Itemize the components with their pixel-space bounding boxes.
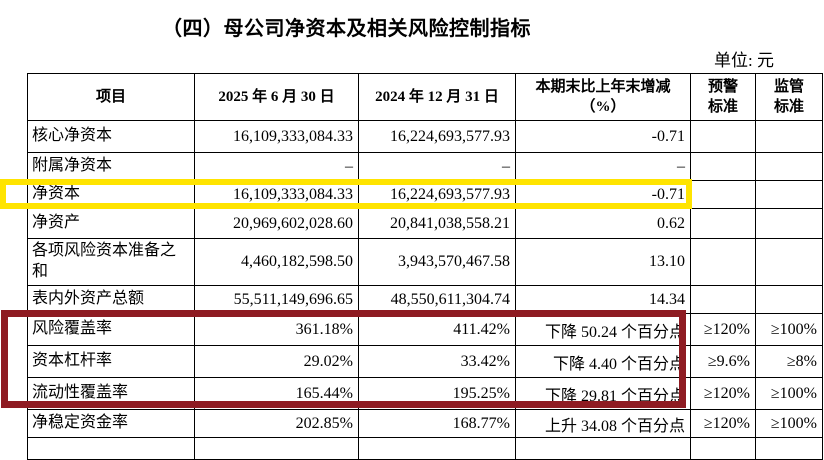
cell-empty [515, 437, 691, 460]
cell-regulatory-standard [755, 120, 823, 153]
cell-change: – [515, 152, 691, 181]
cell-regulatory-standard [755, 152, 823, 181]
table-row: 附属净资本 – – – [27, 152, 823, 181]
cell-value-2024: 48,550,611,304.74 [358, 285, 516, 314]
cell-warning-standard: ≥120% [690, 313, 756, 346]
cell-value-2025: 165.44% [194, 377, 359, 410]
cell-item: 表内外资产总额 [27, 285, 195, 314]
column-header-1: 2025 年 6 月 30 日 [194, 73, 359, 121]
column-header-line: 2024 年 12 月 31 日 [375, 88, 499, 105]
column-header-line: 预警 [707, 78, 738, 95]
cell-change: -0.71 [515, 180, 691, 209]
cell-value-2025: 29.02% [194, 345, 359, 378]
cell-empty [194, 437, 359, 460]
column-header-line: 标准 [773, 99, 804, 115]
cell-item: 附属净资本 [27, 152, 195, 181]
column-header-line: （%） [580, 99, 626, 115]
cell-item: 净资本 [27, 180, 195, 209]
cell-value-2024: 3,943,570,467.58 [358, 238, 516, 286]
cell-warning-standard [690, 208, 756, 239]
cell-empty [27, 437, 195, 460]
cell-value-2025: 20,969,602,028.60 [194, 208, 359, 239]
table-row: 核心净资本 16,109,333,084.33 16,224,693,577.9… [27, 120, 823, 153]
cell-warning-standard: ≥120% [690, 377, 756, 410]
cell-value-2025: 16,109,333,084.33 [194, 120, 359, 153]
cell-item: 风险覆盖率 [27, 313, 195, 346]
table-row-partial [27, 437, 823, 460]
cell-regulatory-standard [755, 285, 823, 314]
cell-regulatory-standard: ≥8% [755, 345, 823, 378]
cell-warning-standard: ≥120% [690, 409, 756, 438]
column-header-3: 本期末比上年末增减 （%） [515, 73, 691, 121]
cell-value-2024: 195.25% [358, 377, 516, 410]
cell-regulatory-standard: ≥100% [755, 313, 823, 346]
unit-label: 单位: 元 [714, 51, 774, 70]
column-header-0: 项目 [27, 73, 195, 121]
cell-item: 净资产 [27, 208, 195, 239]
cell-item: 流动性覆盖率 [27, 377, 195, 410]
column-header-line: 项目 [95, 88, 126, 105]
cell-item: 各项风险资本准备之和 [27, 238, 195, 286]
column-header-4: 预警 标准 [690, 73, 756, 121]
cell-value-2024: 411.42% [358, 313, 516, 346]
column-header-line: 2025 年 6 月 30 日 [218, 88, 335, 105]
table-row: 表内外资产总额 55,511,149,696.65 48,550,611,304… [27, 285, 823, 314]
table-header: 项目 2025 年 6 月 30 日 2024 年 12 月 31 日本期末比上年末… [27, 73, 823, 121]
table-header-row: 项目 2025 年 6 月 30 日 2024 年 12 月 31 日本期末比上年末… [27, 73, 823, 121]
cell-value-2025: 202.85% [194, 409, 359, 438]
cell-value-2024: 16,224,693,577.93 [358, 180, 516, 209]
cell-value-2025: – [194, 152, 359, 181]
cell-warning-standard [690, 180, 756, 209]
column-header-5: 监管 标准 [755, 73, 823, 121]
cell-regulatory-standard [755, 208, 823, 239]
cell-change: 下降 50.24 个百分点 [515, 313, 691, 346]
cell-empty [755, 437, 823, 460]
cell-regulatory-standard [755, 238, 823, 286]
cell-value-2024: 168.77% [358, 409, 516, 438]
cell-change: -0.71 [515, 120, 691, 153]
cell-warning-standard [690, 120, 756, 153]
cell-value-2024: – [358, 152, 516, 181]
column-header-2: 2024 年 12 月 31 日 [358, 73, 516, 121]
table-row: 各项风险资本准备之和 4,460,182,598.50 3,943,570,46… [27, 238, 823, 286]
cell-empty [358, 437, 516, 460]
cell-value-2025: 16,109,333,084.33 [194, 180, 359, 209]
cell-change: 0.62 [515, 208, 691, 239]
cell-value-2025: 361.18% [194, 313, 359, 346]
section-title: （四）母公司净资本及相关风险控制指标 [162, 18, 531, 40]
cell-warning-standard [690, 152, 756, 181]
cell-warning-standard [690, 238, 756, 286]
cell-regulatory-standard: ≥100% [755, 409, 823, 438]
table-row: 风险覆盖率 361.18% 411.42% 下降 50.24 个百分点 ≥120… [27, 313, 823, 346]
cell-item: 资本杠杆率 [27, 345, 195, 378]
cell-value-2025: 55,511,149,696.65 [194, 285, 359, 314]
cell-empty [690, 437, 756, 460]
table-row: 资本杠杆率 29.02% 33.42% 下降 4.40 个百分点 ≥9.6% ≥… [27, 345, 823, 378]
net-capital-table: 项目 2025 年 6 月 30 日 2024 年 12 月 31 日本期末比上年末… [27, 73, 823, 460]
table-row: 净资产 20,969,602,028.60 20,841,038,558.21 … [27, 208, 823, 239]
table-body: 核心净资本 16,109,333,084.33 16,224,693,577.9… [27, 120, 823, 460]
cell-change: 上升 34.08 个百分点 [515, 409, 691, 438]
table-row: 净稳定资金率 202.85% 168.77% 上升 34.08 个百分点 ≥12… [27, 409, 823, 438]
cell-change: 下降 4.40 个百分点 [515, 345, 691, 378]
table-row: 流动性覆盖率 165.44% 195.25% 下降 29.81 个百分点 ≥12… [27, 377, 823, 410]
cell-value-2024: 20,841,038,558.21 [358, 208, 516, 239]
column-header-line: 监管 [773, 78, 804, 95]
cell-warning-standard [690, 285, 756, 314]
cell-value-2024: 33.42% [358, 345, 516, 378]
column-header-line: 本期末比上年末增减 [535, 78, 671, 95]
cell-value-2025: 4,460,182,598.50 [194, 238, 359, 286]
table-row: 净资本 16,109,333,084.33 16,224,693,577.93 … [27, 180, 823, 209]
column-header-line: 标准 [707, 99, 738, 115]
cell-item: 核心净资本 [27, 120, 195, 153]
cell-change: 下降 29.81 个百分点 [515, 377, 691, 410]
cell-regulatory-standard: ≥100% [755, 377, 823, 410]
cell-change: 13.10 [515, 238, 691, 286]
cell-item: 净稳定资金率 [27, 409, 195, 438]
cell-value-2024: 16,224,693,577.93 [358, 120, 516, 153]
cell-regulatory-standard [755, 180, 823, 209]
cell-change: 14.34 [515, 285, 691, 314]
cell-warning-standard: ≥9.6% [690, 345, 756, 378]
